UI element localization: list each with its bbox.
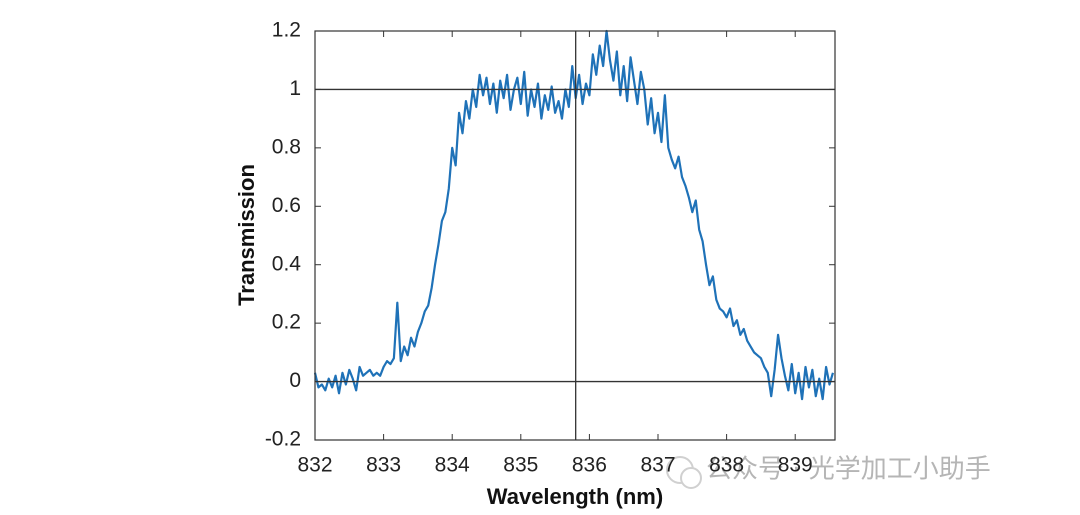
y-tick-label: 0.6 — [272, 194, 301, 217]
x-tick-label: 833 — [366, 454, 401, 477]
x-tick-label: 839 — [778, 454, 813, 477]
x-tick-label: 834 — [435, 454, 470, 477]
x-tick-label: 836 — [572, 454, 607, 477]
watermark-icon — [680, 467, 702, 489]
x-axis-title: Wavelength (nm) — [487, 484, 663, 509]
y-tick-label: 0 — [289, 369, 301, 392]
x-tick-label: 838 — [709, 454, 744, 477]
x-tick-label: 835 — [503, 454, 538, 477]
y-tick-label: -0.2 — [265, 428, 301, 451]
watermark — [666, 456, 702, 489]
plot-frame — [314, 30, 836, 441]
y-tick-label: 0.4 — [272, 252, 302, 275]
x-tick-label: 832 — [297, 454, 332, 477]
y-tick-label: 1 — [289, 77, 301, 100]
x-tick-label: 837 — [640, 454, 675, 477]
data-line — [313, 29, 834, 401]
y-tick-label: 0.2 — [272, 311, 301, 334]
y-tick-label: 1.2 — [272, 19, 301, 42]
y-axis-title: Transmission — [234, 164, 259, 306]
y-tick-label: 0.8 — [272, 135, 301, 158]
watermark-text: 公众号 · 光学加工小助手 — [706, 455, 991, 485]
